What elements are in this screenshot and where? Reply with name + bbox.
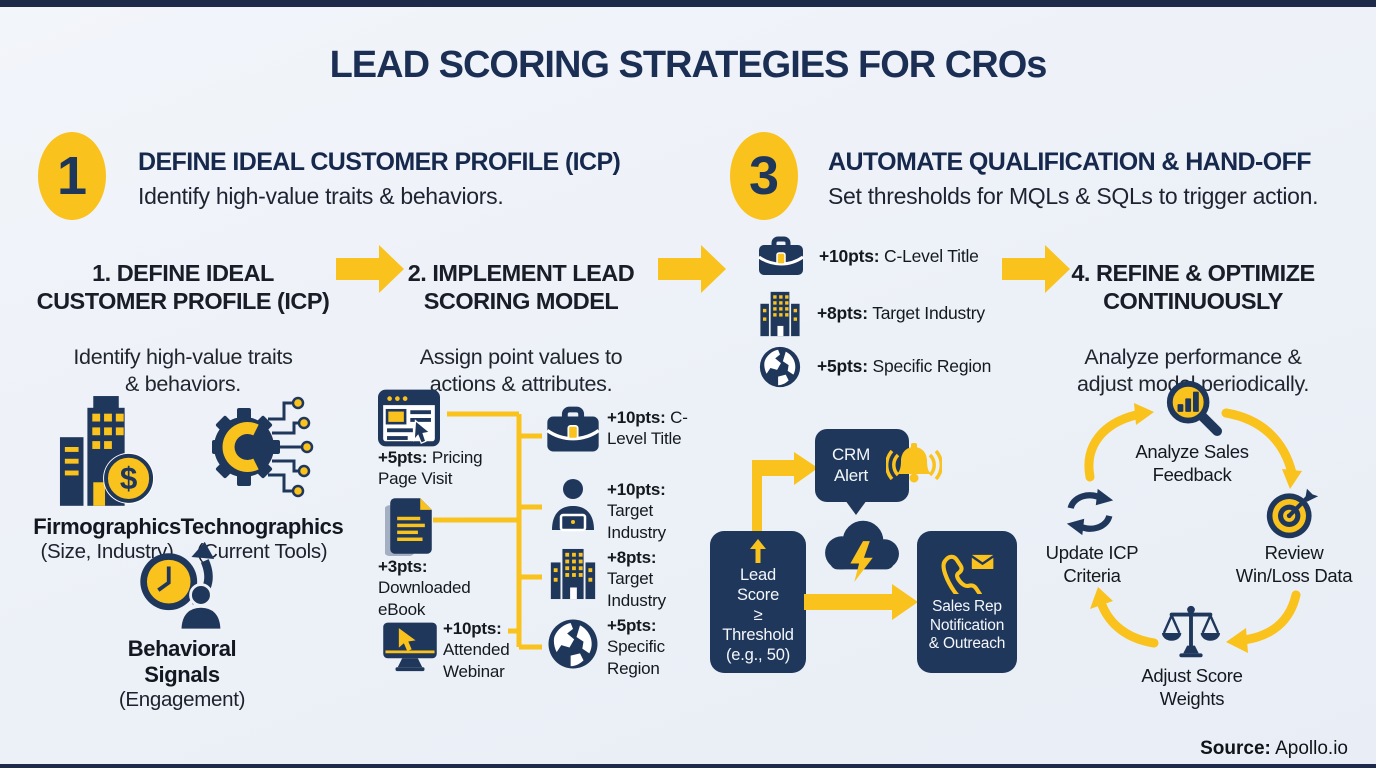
step-3-subtitle: Set thresholds for MQLs & SQLs to trigge… bbox=[828, 183, 1319, 209]
cloud-lightning-icon bbox=[825, 520, 899, 582]
qualification-rule-row: +5pts: Specific Region bbox=[757, 344, 991, 390]
arrow-right-icon bbox=[336, 245, 404, 293]
attribute-text: +5pts: Specific Region bbox=[607, 616, 665, 678]
briefcase-icon bbox=[546, 406, 600, 452]
column-1-subheading: Identify high-value traits & behaviors. bbox=[73, 345, 293, 397]
crm-alert-tail bbox=[845, 500, 867, 515]
column-1-heading: 1. DEFINE IDEAL CUSTOMER PROFILE (ICP) bbox=[36, 260, 330, 314]
browser-window-icon bbox=[378, 389, 440, 447]
category-behavioral: Behavioral Signals (Engagement) bbox=[98, 540, 266, 712]
qualification-rule-row: +10pts: C-Level Title bbox=[757, 236, 979, 278]
globe-icon bbox=[548, 619, 598, 669]
magnifier-chart-icon bbox=[1166, 380, 1222, 437]
column-2-heading: 2. IMPLEMENT LEAD SCORING MODEL bbox=[407, 260, 635, 314]
sales-rep-box: Sales Rep Notification & Outreach bbox=[917, 531, 1017, 673]
step-1-banner: DEFINE IDEAL CUSTOMER PROFILE (ICP) Iden… bbox=[138, 148, 698, 210]
cycle-step-label: Analyze Sales Feedback bbox=[1135, 441, 1249, 486]
attribute-text: +10pts: Target Industry bbox=[607, 480, 666, 542]
source-label: Source: bbox=[1200, 738, 1271, 759]
qualification-rule-row: +8pts: Target Industry bbox=[757, 290, 985, 338]
step-1-number: 1 bbox=[56, 146, 88, 206]
bell-icon bbox=[886, 443, 942, 483]
person-laptop-icon bbox=[552, 479, 594, 532]
column-4-head: 4. REFINE & OPTIMIZE CONTINUOUSLY Analyz… bbox=[1050, 242, 1336, 416]
page-title: LEAD SCORING STRATEGIES FOR CROs bbox=[329, 44, 1048, 86]
briefcase-icon bbox=[758, 236, 804, 275]
refresh-cycle-icon bbox=[1066, 488, 1114, 536]
column-2-subheading: Assign point values to actions & attribu… bbox=[419, 345, 623, 397]
building-dollar-icon: $ bbox=[59, 396, 155, 506]
top-border-strip bbox=[0, 0, 1376, 7]
scales-icon bbox=[1161, 605, 1221, 658]
step-3-banner: AUTOMATE QUALIFICATION & HAND-OFF Set th… bbox=[828, 148, 1368, 210]
attribute-text: +8pts: Target Industry bbox=[607, 548, 666, 610]
category-technographics: Technographics (Current Tools) bbox=[178, 386, 346, 564]
category-sublabel: (Size, Industry) bbox=[40, 540, 174, 563]
column-2-head: 2. IMPLEMENT LEAD SCORING MODEL Assign p… bbox=[392, 242, 650, 416]
column-1-head: 1. DEFINE IDEAL CUSTOMER PROFILE (ICP) I… bbox=[18, 242, 348, 416]
arrow-right-icon bbox=[1002, 245, 1070, 293]
category-label: Firmographics bbox=[33, 514, 181, 539]
office-building-icon bbox=[550, 548, 596, 600]
step-3-title: AUTOMATE QUALIFICATION & HAND-OFF bbox=[828, 148, 1312, 176]
rule-text: +10pts: C-Level Title bbox=[819, 246, 979, 267]
step-1-title: DEFINE IDEAL CUSTOMER PROFILE (ICP) bbox=[138, 148, 621, 176]
category-sublabel: (Current Tools) bbox=[196, 540, 328, 563]
action-text: +10pts: Attended Webinar bbox=[443, 619, 510, 681]
office-building-icon bbox=[760, 291, 800, 337]
rule-text: +5pts: Specific Region bbox=[817, 356, 992, 377]
elbow-arrow-icon bbox=[752, 452, 818, 536]
column-4-heading: 4. REFINE & OPTIMIZE CONTINUOUSLY bbox=[1071, 260, 1315, 314]
step-1-badge: 1 bbox=[38, 132, 106, 220]
action-text: +5pts: Pricing Page Visit bbox=[378, 448, 483, 489]
attribute-text: +10pts: C-Level Title bbox=[607, 408, 688, 449]
category-firmographics: $ Firmographics (Size, Industry) bbox=[23, 386, 191, 564]
arrow-right-icon bbox=[804, 584, 918, 620]
up-arrow-icon bbox=[750, 538, 766, 563]
rule-text: +8pts: Target Industry bbox=[817, 303, 985, 324]
bottom-border-strip bbox=[0, 764, 1376, 768]
category-sublabel: (Engagement) bbox=[118, 688, 246, 711]
lead-score-text: Lead Score ≥ Threshold (e.g., 50) bbox=[722, 565, 794, 665]
phone-mail-icon bbox=[941, 552, 996, 594]
connector-lines bbox=[433, 411, 542, 650]
step-3-number: 3 bbox=[748, 146, 780, 206]
document-icon bbox=[385, 498, 432, 556]
globe-icon bbox=[759, 346, 801, 388]
category-label: Behavioral Signals bbox=[127, 636, 237, 687]
cycle-step-label: Review Win/Loss Data bbox=[1235, 542, 1353, 587]
step-1-subtitle: Identify high-value traits & behaviors. bbox=[138, 183, 504, 209]
sales-rep-text: Sales Rep Notification & Outreach bbox=[928, 597, 1006, 653]
cycle-step-label: Adjust Score Weights bbox=[1141, 665, 1243, 710]
cycle-step-label: Update ICP Criteria bbox=[1045, 542, 1139, 587]
clock-person-icon bbox=[140, 541, 224, 630]
svg-text:$: $ bbox=[120, 461, 137, 496]
column-4-subheading: Analyze performance & adjust model perio… bbox=[1076, 345, 1309, 397]
category-label: Technographics bbox=[180, 514, 344, 539]
source-credit: Source: Apollo.io bbox=[1200, 738, 1348, 760]
gear-circuit-icon bbox=[212, 396, 314, 498]
lead-score-box: Lead Score ≥ Threshold (e.g., 50) bbox=[710, 531, 806, 673]
crm-alert-text: CRM Alert bbox=[831, 444, 871, 485]
action-text: +3pts: Downloaded eBook bbox=[378, 557, 471, 619]
arrow-right-icon bbox=[658, 245, 726, 293]
source-value: Apollo.io bbox=[1270, 738, 1348, 759]
monitor-cursor-icon bbox=[383, 622, 437, 672]
step-3-badge: 3 bbox=[730, 132, 798, 220]
target-icon bbox=[1266, 488, 1319, 539]
cycle-arrows bbox=[1084, 403, 1302, 653]
